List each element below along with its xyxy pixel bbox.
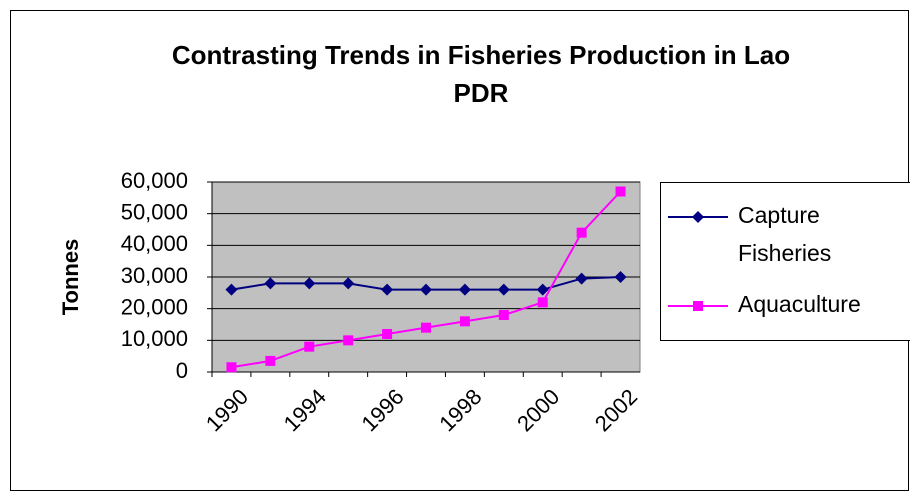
y-tick-label: 20,000 <box>121 294 188 319</box>
data-point <box>458 283 471 296</box>
x-tick-label: 1996 <box>356 384 408 436</box>
data-point <box>226 362 237 373</box>
y-tick-label: 0 <box>176 358 188 383</box>
data-point <box>342 277 355 290</box>
data-point <box>265 355 276 366</box>
data-point <box>381 283 394 296</box>
x-tick-label: 2002 <box>590 384 642 436</box>
y-tick-label: 10,000 <box>121 326 188 351</box>
data-point <box>264 277 277 290</box>
y-tick-label: 30,000 <box>121 263 188 288</box>
chart-title: Contrasting Trends in Fisheries Producti… <box>171 40 791 108</box>
legend-box <box>660 182 910 341</box>
data-point <box>498 310 509 320</box>
legend-label-line: Fisheries <box>738 240 831 266</box>
y-tick-label: 40,000 <box>121 231 188 256</box>
y-tick-label: 50,000 <box>121 199 188 224</box>
data-point <box>459 316 470 327</box>
data-point <box>304 341 315 352</box>
data-point <box>303 277 316 290</box>
legend-label: Aquaculture <box>738 291 861 317</box>
data-point <box>497 283 510 296</box>
legend-label-line: Capture <box>738 202 820 228</box>
data-point <box>576 227 587 238</box>
data-point <box>614 271 627 283</box>
x-tick-label: 2000 <box>512 384 564 436</box>
data-point <box>421 322 431 333</box>
data-point <box>536 283 549 296</box>
data-point <box>225 283 238 296</box>
y-axis-title: Tonnes <box>58 239 83 316</box>
data-point <box>537 297 548 308</box>
legend-label: Capture Fisheries <box>738 202 831 266</box>
data-point <box>382 329 393 339</box>
data-point <box>575 272 588 285</box>
y-tick-label: 60,000 <box>121 168 188 193</box>
data-point <box>420 283 432 296</box>
x-tick-label: 1998 <box>434 384 486 436</box>
x-tick-label: 1990 <box>201 384 253 436</box>
x-tick-label: 1994 <box>279 384 331 436</box>
data-point <box>343 335 354 346</box>
legend-marker <box>693 301 703 311</box>
data-point <box>615 186 626 197</box>
legend-marker <box>692 211 704 223</box>
